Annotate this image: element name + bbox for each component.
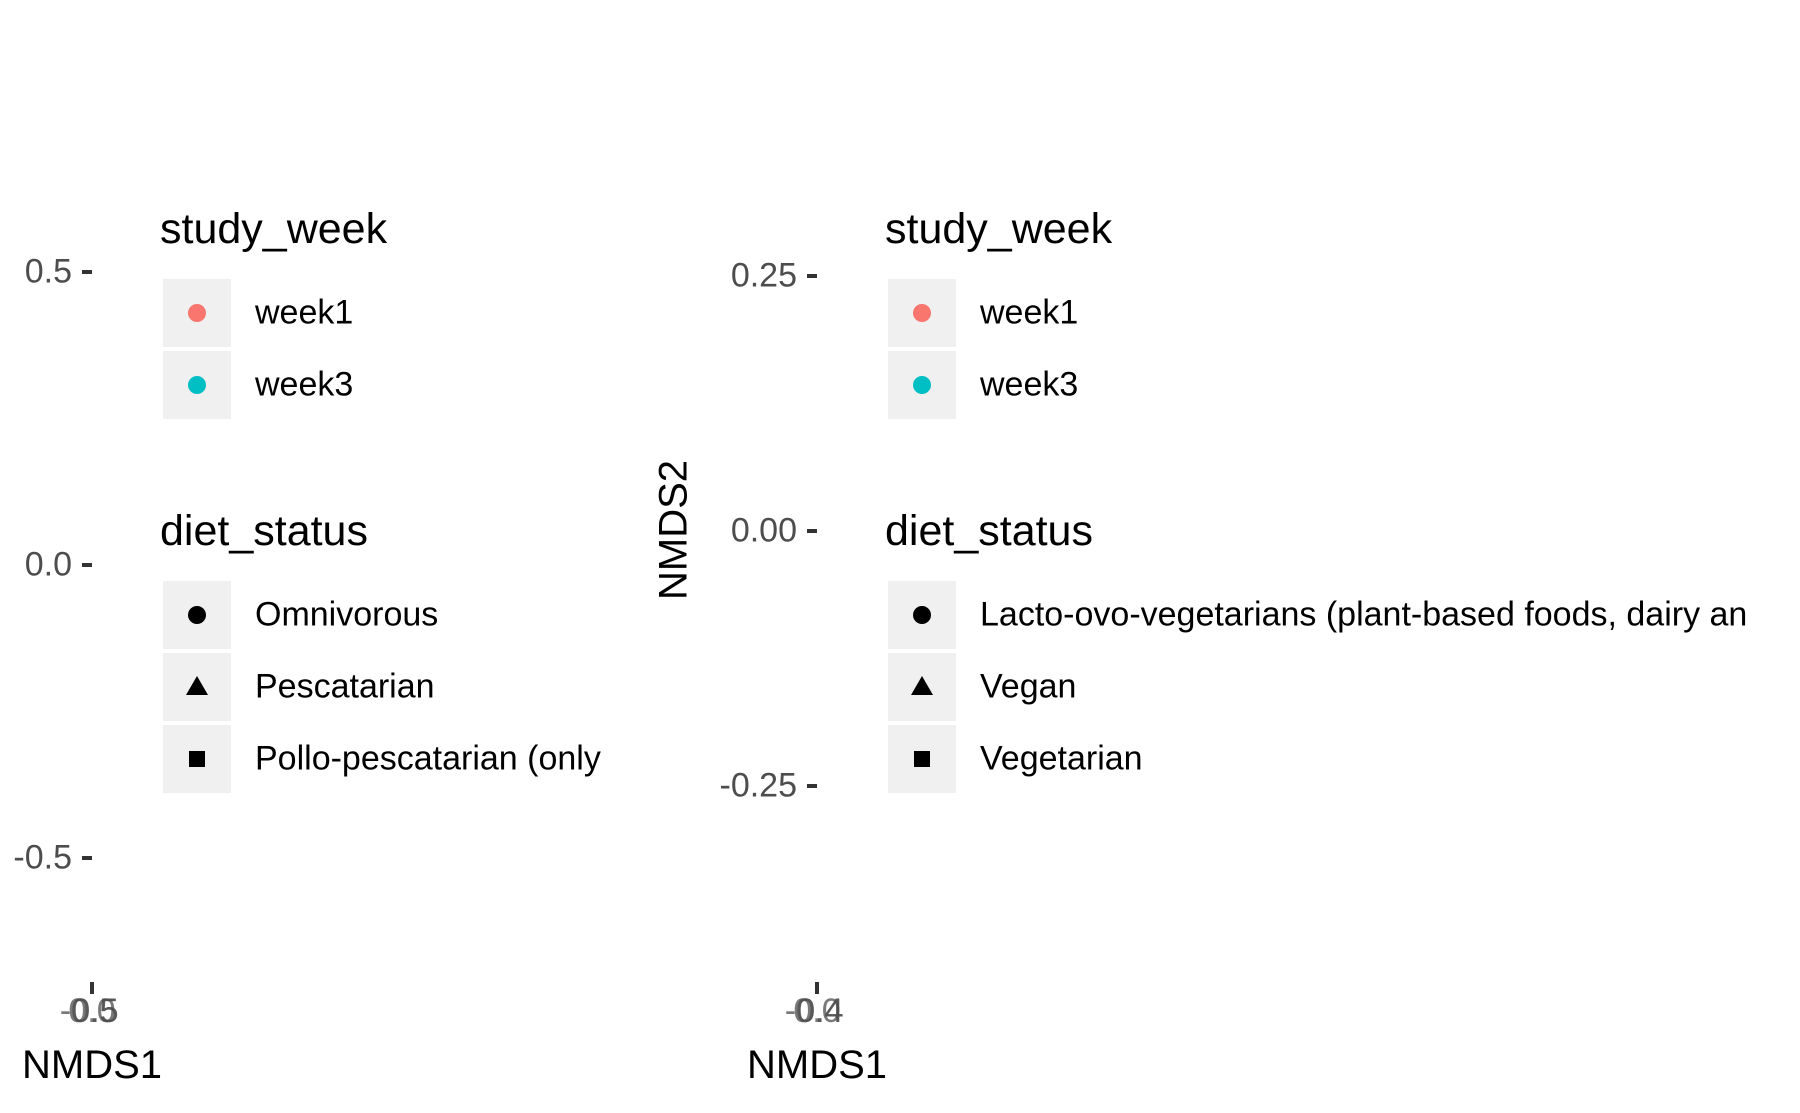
legend-square-glyph [189,751,205,767]
legend-entry-label: week1 [255,293,354,332]
x-tick-label: -0.4 [784,992,844,1030]
y-tick-label: 0.0 [24,545,72,584]
y-tick-mark [82,270,92,274]
legend-title-diet-status: diet_status [885,507,1093,555]
legend-title-study-week: study_week [885,205,1113,253]
y-tick-label: -0.25 [719,766,798,805]
legend-key [163,581,231,649]
legend-title-diet-status: diet_status [160,507,368,555]
legend-square-glyph [914,751,930,767]
x-tick-mark [815,982,819,994]
y-tick-label: 0.00 [730,511,797,550]
legend-triangle-glyph [186,676,208,695]
legend-key [163,725,231,793]
y-tick-label: -0.5 [13,838,72,877]
x-tick-label: -0.5 [59,992,119,1030]
x-tick-mark [90,982,94,994]
legend-key [163,653,231,721]
x-tick-label: 0.4 [796,992,844,1030]
x-tick-label: 0.0 [68,992,116,1030]
legend-entry-label: week3 [255,365,354,404]
legend-circle-glyph [913,376,931,394]
legend-circle-glyph [188,606,206,624]
nmds-panel-right: NMDS2 0.25 0.00 -0.25 -0.4 0.0 0.4 NMDS1 study_w… [652,0,1800,1113]
legend-entry-label: Pescatarian [255,667,435,706]
legend-key [888,725,956,793]
x-axis-label: NMDS1 [21,1043,163,1087]
x-tick-label: 0.0 [793,992,841,1030]
legend-entry-label: Vegan [980,667,1077,706]
legend-title-study-week: study_week [160,205,388,253]
legend-key [163,279,231,347]
legend-key [163,351,231,419]
legend-key [888,653,956,721]
legend-key [888,279,956,347]
y-tick-mark [807,784,817,788]
x-tick-label: 0.5 [71,992,119,1030]
y-tick-label: 0.25 [730,256,797,295]
y-tick-mark [82,856,92,860]
x-axis-label: NMDS1 [746,1043,888,1087]
y-tick-mark [807,529,817,533]
y-tick-mark [807,274,817,278]
legend-entry-label: week3 [980,365,1079,404]
legend-key [888,351,956,419]
y-tick-mark [82,563,92,567]
legend-circle-glyph [188,376,206,394]
legend-entry-label: week1 [980,293,1079,332]
y-axis-label: NMDS2 [651,459,696,601]
legend-triangle-glyph [911,676,933,695]
legend-circle-glyph [188,304,206,322]
legend-entry-label: Omnivorous [255,595,439,634]
nmds-panel-left: 0.5 0.0 -0.5 -0.5 0.0 0.5 NMDS1 study_week week1… [0,0,725,1113]
legend-entry-label: Vegetarian [980,739,1143,778]
legend-key [888,581,956,649]
legend-entry-label: Lacto-ovo-vegetarians (plant-based foods… [980,595,1748,634]
legend-circle-glyph [913,606,931,624]
legend-entry-label: Pollo-pescatarian (only [255,739,601,778]
y-tick-label: 0.5 [24,252,72,291]
legend-circle-glyph [913,304,931,322]
